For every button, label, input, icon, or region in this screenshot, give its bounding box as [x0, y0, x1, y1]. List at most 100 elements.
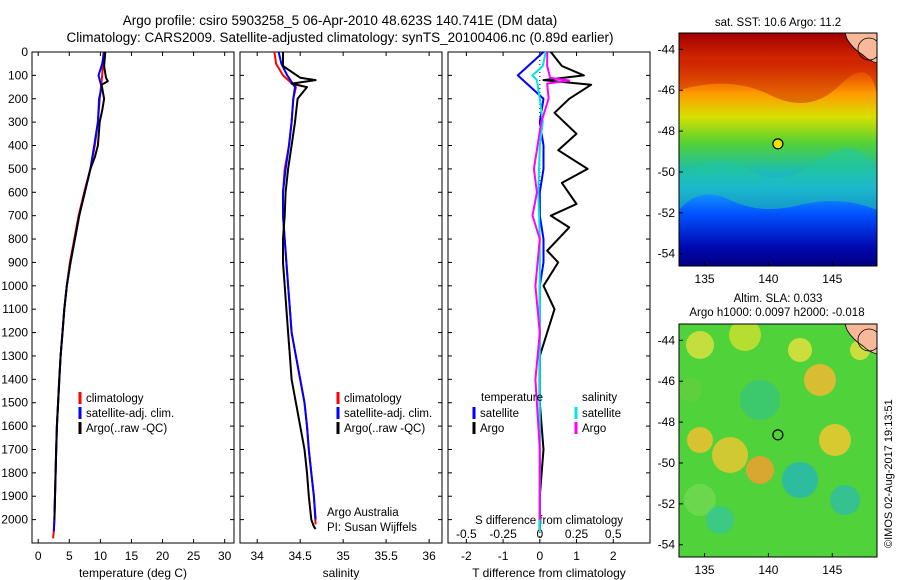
y-tick-label: -54	[658, 247, 676, 261]
x-tick-label: 135	[695, 272, 715, 286]
x-tick-label: 35.5	[374, 549, 398, 563]
s-tick-label: 0.25	[565, 527, 589, 541]
sla-anomaly	[740, 380, 780, 420]
map-subtitle: Argo h1000: 0.0097 h2000: -0.018	[689, 307, 864, 319]
credit-text: ©IMOS 02-Aug-2017 19:13:51	[883, 399, 895, 548]
y-tick-label: -50	[658, 165, 676, 179]
y-tick-label: 1900	[1, 489, 28, 503]
x-tick-label: -2	[461, 549, 472, 563]
y-tick-label: -46	[658, 83, 676, 97]
y-tick-label: -54	[658, 538, 676, 552]
sla-anomaly	[819, 424, 851, 456]
plot-subtitle: Climatology: CARS2009. Satellite-adjuste…	[66, 30, 614, 45]
legend-label: satellite-adj. clim.	[86, 408, 174, 420]
annotation-text: Argo Australia	[327, 507, 399, 519]
sla-anomaly	[746, 456, 774, 484]
y-tick-label: 0	[21, 45, 28, 59]
y-tick-label: -44	[658, 42, 676, 56]
x-tick-label: 0	[536, 549, 543, 563]
sla-anomaly	[782, 462, 818, 498]
x-tick-label: 2	[610, 549, 617, 563]
s-tick-label: 0	[536, 527, 543, 541]
sla-anomaly	[712, 437, 748, 473]
y-tick-label: -52	[658, 497, 676, 511]
argo-line	[53, 51, 109, 520]
x-tick-label: 135	[695, 563, 715, 577]
depth-contour	[857, 37, 877, 61]
y-tick-label: 500	[8, 162, 28, 176]
sla-anomaly	[729, 324, 761, 351]
x-tick-label: 0	[35, 549, 42, 563]
y-tick-label: 700	[8, 209, 28, 223]
sla-anomaly	[679, 378, 702, 402]
x-tick-label: 10	[94, 549, 108, 563]
y-tick-label: -48	[658, 124, 676, 138]
y-tick-label: 1200	[1, 326, 28, 340]
legend-label: satellite	[480, 408, 519, 420]
satellite-adj-line	[52, 51, 106, 532]
y-tick-label: 1400	[1, 372, 28, 386]
x-tick-label: 140	[758, 272, 778, 286]
x-tick-label: 1	[573, 549, 580, 563]
legend-label: satellite	[582, 408, 621, 420]
y-tick-label: -44	[658, 333, 676, 347]
sla-anomaly	[788, 338, 812, 362]
x-tick-label: 20	[156, 549, 170, 563]
argo-position-marker	[772, 138, 784, 150]
x-tick-label: 15	[125, 549, 139, 563]
sst-field	[679, 33, 877, 266]
x-tick-label: 5	[66, 549, 73, 563]
sal-argo-diff-line	[531, 52, 571, 520]
y-tick-label: 1100	[2, 302, 28, 316]
map-title: sat. SST: 10.6 Argo: 11.2	[715, 17, 841, 29]
x-tick-label: 25	[187, 549, 201, 563]
plot-frame	[239, 51, 443, 544]
legend-label: Argo(..raw -QC)	[344, 423, 425, 435]
sla-anomaly	[686, 331, 714, 359]
climatology-line	[52, 51, 105, 539]
x-tick-label: 140	[758, 563, 778, 577]
legend-label: climatology	[86, 393, 144, 405]
x-axis-label: salinity	[323, 566, 360, 580]
sla-anomaly	[804, 364, 836, 396]
y-tick-label: 300	[8, 115, 28, 129]
warm-band	[679, 60, 877, 103]
y-tick-label: -50	[658, 456, 676, 470]
legend-label: Argo	[480, 423, 504, 435]
argo-position-marker	[772, 429, 784, 441]
s-axis-label: S difference from climatology	[475, 515, 623, 527]
s-tick-label: -0.25	[489, 527, 517, 541]
x-tick-label: 35	[336, 549, 350, 563]
y-tick-label: 800	[8, 232, 28, 246]
x-tick-label: 30	[218, 549, 232, 563]
argo-line	[282, 52, 317, 530]
y-tick-label: -46	[658, 374, 676, 388]
y-tick-label: 1800	[1, 466, 28, 480]
legend-label: climatology	[344, 393, 402, 405]
sla-anomaly	[706, 506, 734, 534]
legend-label: Argo(..raw -QC)	[86, 423, 167, 435]
map-title: Altim. SLA: 0.033	[734, 293, 823, 305]
sla-anomaly	[684, 484, 716, 516]
x-tick-label: 145	[822, 563, 842, 577]
y-tick-label: 100	[8, 68, 28, 82]
y-tick-label: -52	[658, 206, 676, 220]
y-tick-label: 1300	[1, 349, 28, 363]
temp-argo-diff-line	[538, 51, 593, 532]
y-tick-label: 2000	[1, 513, 28, 527]
x-tick-label: 34.5	[288, 549, 312, 563]
sla-field	[679, 324, 877, 557]
front-band	[679, 148, 877, 210]
y-tick-label: 1000	[1, 279, 28, 293]
x-tick-label: 34	[251, 549, 265, 563]
y-tick-label: 200	[8, 92, 28, 106]
y-tick-label: 1500	[1, 396, 28, 410]
y-tick-label: 900	[8, 255, 28, 269]
x-tick-label: 145	[822, 272, 842, 286]
tasmania-land	[844, 33, 877, 64]
plot-frame	[447, 51, 651, 544]
x-axis-label: T difference from climatology	[472, 566, 626, 580]
plot-title: Argo profile: csiro 5903258_5 06-Apr-201…	[122, 13, 558, 28]
sla-anomaly	[830, 485, 860, 515]
